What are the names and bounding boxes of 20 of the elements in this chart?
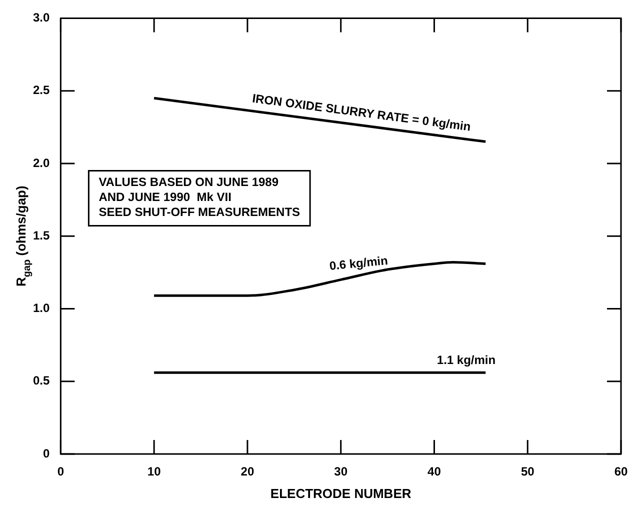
x-tick-label: 40 [428, 464, 442, 479]
x-tick-label: 0 [57, 464, 64, 479]
y-tick-label: 3.0 [32, 10, 50, 25]
x-tick-label: 60 [614, 464, 628, 479]
text: 0.6 kg/min [328, 253, 388, 273]
x-axis-title: ELECTRODE NUMBER [270, 486, 412, 501]
x-tick-label: 10 [147, 464, 162, 479]
y-axis-title: Rgap (ohms/gap) [14, 186, 33, 287]
y-tick-label: 0.5 [32, 374, 50, 388]
x-tick-label: 30 [334, 464, 348, 479]
y-tick-label: 1.5 [32, 228, 50, 242]
series-label: 1.1 kg/min [436, 352, 496, 367]
y-tick-label: 0 [42, 446, 50, 460]
y-tick-label: 2.5 [32, 83, 50, 98]
x-tick-label: 20 [240, 464, 254, 479]
x-tick-label: 50 [520, 464, 535, 479]
y-tick-label: 2.0 [32, 156, 50, 170]
annotation: VALUES BASED ON JUNE 1989 AND JUNE 1990 Mk VII SEED SHUT-OFF MEASUREMENTS [98, 175, 300, 220]
y-tick-label: 1.0 [32, 301, 50, 316]
text: IRON OXIDE SLURRY RATE = 0 kg/min [251, 91, 472, 134]
